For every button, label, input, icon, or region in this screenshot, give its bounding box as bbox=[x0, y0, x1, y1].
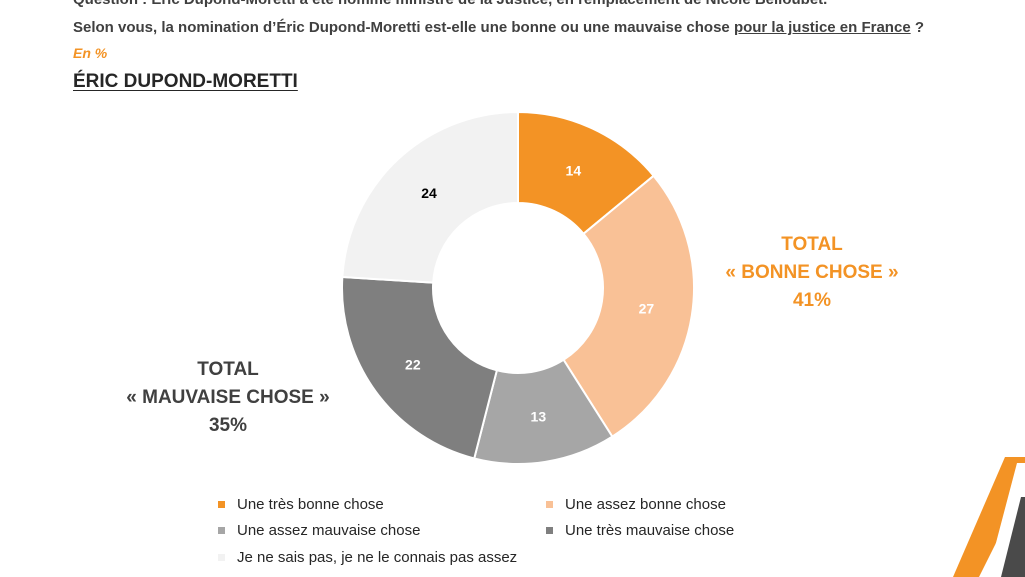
total-bad-block: TOTAL « MAUVAISE CHOSE » 35% bbox=[113, 356, 343, 440]
question-line-2-underlined: pour la justice en France bbox=[733, 19, 911, 36]
legend-label-1: Une très bonne chose bbox=[237, 496, 384, 513]
question-line-2-prefix: Selon vous, la nomination d’Éric Dupond-… bbox=[73, 19, 734, 36]
donut-value-label-2: 27 bbox=[639, 300, 655, 316]
total-bad-line2: « MAUVAISE CHOSE » bbox=[126, 387, 330, 408]
legend-swatch-2 bbox=[546, 501, 553, 508]
total-good-block: TOTAL « BONNE CHOSE » 41% bbox=[712, 231, 912, 315]
total-bad-line1: TOTAL bbox=[197, 359, 259, 380]
unit-label: En % bbox=[73, 45, 108, 61]
legend-swatch-1 bbox=[218, 501, 225, 508]
legend-label-5: Je ne sais pas, je ne le connais pas ass… bbox=[237, 549, 518, 566]
donut-value-labels: 14 27 13 22 24 bbox=[405, 162, 654, 424]
question-line-2: Selon vous, la nomination d’Éric Dupond-… bbox=[73, 19, 924, 36]
total-good-line1: TOTAL bbox=[781, 234, 843, 255]
total-good-line2: « BONNE CHOSE » bbox=[725, 262, 899, 283]
legend-item-1: Une très bonne chose bbox=[218, 496, 384, 513]
donut-value-label-1: 14 bbox=[566, 162, 582, 178]
donut-slice-5 bbox=[341, 110, 519, 284]
donut-value-label-3: 13 bbox=[531, 408, 547, 424]
legend-label-3: Une assez mauvaise chose bbox=[237, 522, 421, 539]
total-good-percent: 41% bbox=[792, 290, 832, 311]
legend-swatch-5 bbox=[218, 554, 225, 561]
question-line-1: Question : Éric Dupond-Moretti a été nom… bbox=[73, 0, 827, 8]
donut-slice-2 bbox=[562, 174, 695, 438]
logo-dark-stroke bbox=[1001, 497, 1025, 577]
legend-item-5: Je ne sais pas, je ne le connais pas ass… bbox=[218, 549, 517, 566]
legend-label-2: Une assez bonne chose bbox=[565, 496, 726, 513]
legend-item-2: Une assez bonne chose bbox=[546, 496, 726, 513]
donut-slices bbox=[341, 110, 695, 465]
donut-slice-4 bbox=[341, 275, 499, 460]
question-line-2-suffix: ? bbox=[910, 19, 924, 36]
logo-orange-stroke bbox=[953, 457, 1025, 577]
logo-white-gap bbox=[987, 463, 1025, 577]
brand-logo-mark bbox=[953, 457, 1025, 577]
legend-label-4: Une très mauvaise chose bbox=[565, 522, 735, 539]
total-bad-percent: 35% bbox=[208, 415, 248, 436]
donut-value-label-5: 24 bbox=[421, 185, 437, 201]
legend-item-4: Une très mauvaise chose bbox=[546, 522, 734, 539]
donut-value-label-4: 22 bbox=[405, 356, 421, 372]
subject-title: ÉRIC DUPOND-MORETTI bbox=[73, 71, 298, 92]
legend-item-3: Une assez mauvaise chose bbox=[218, 522, 420, 539]
legend-swatch-4 bbox=[546, 527, 553, 534]
legend-swatch-3 bbox=[218, 527, 225, 534]
